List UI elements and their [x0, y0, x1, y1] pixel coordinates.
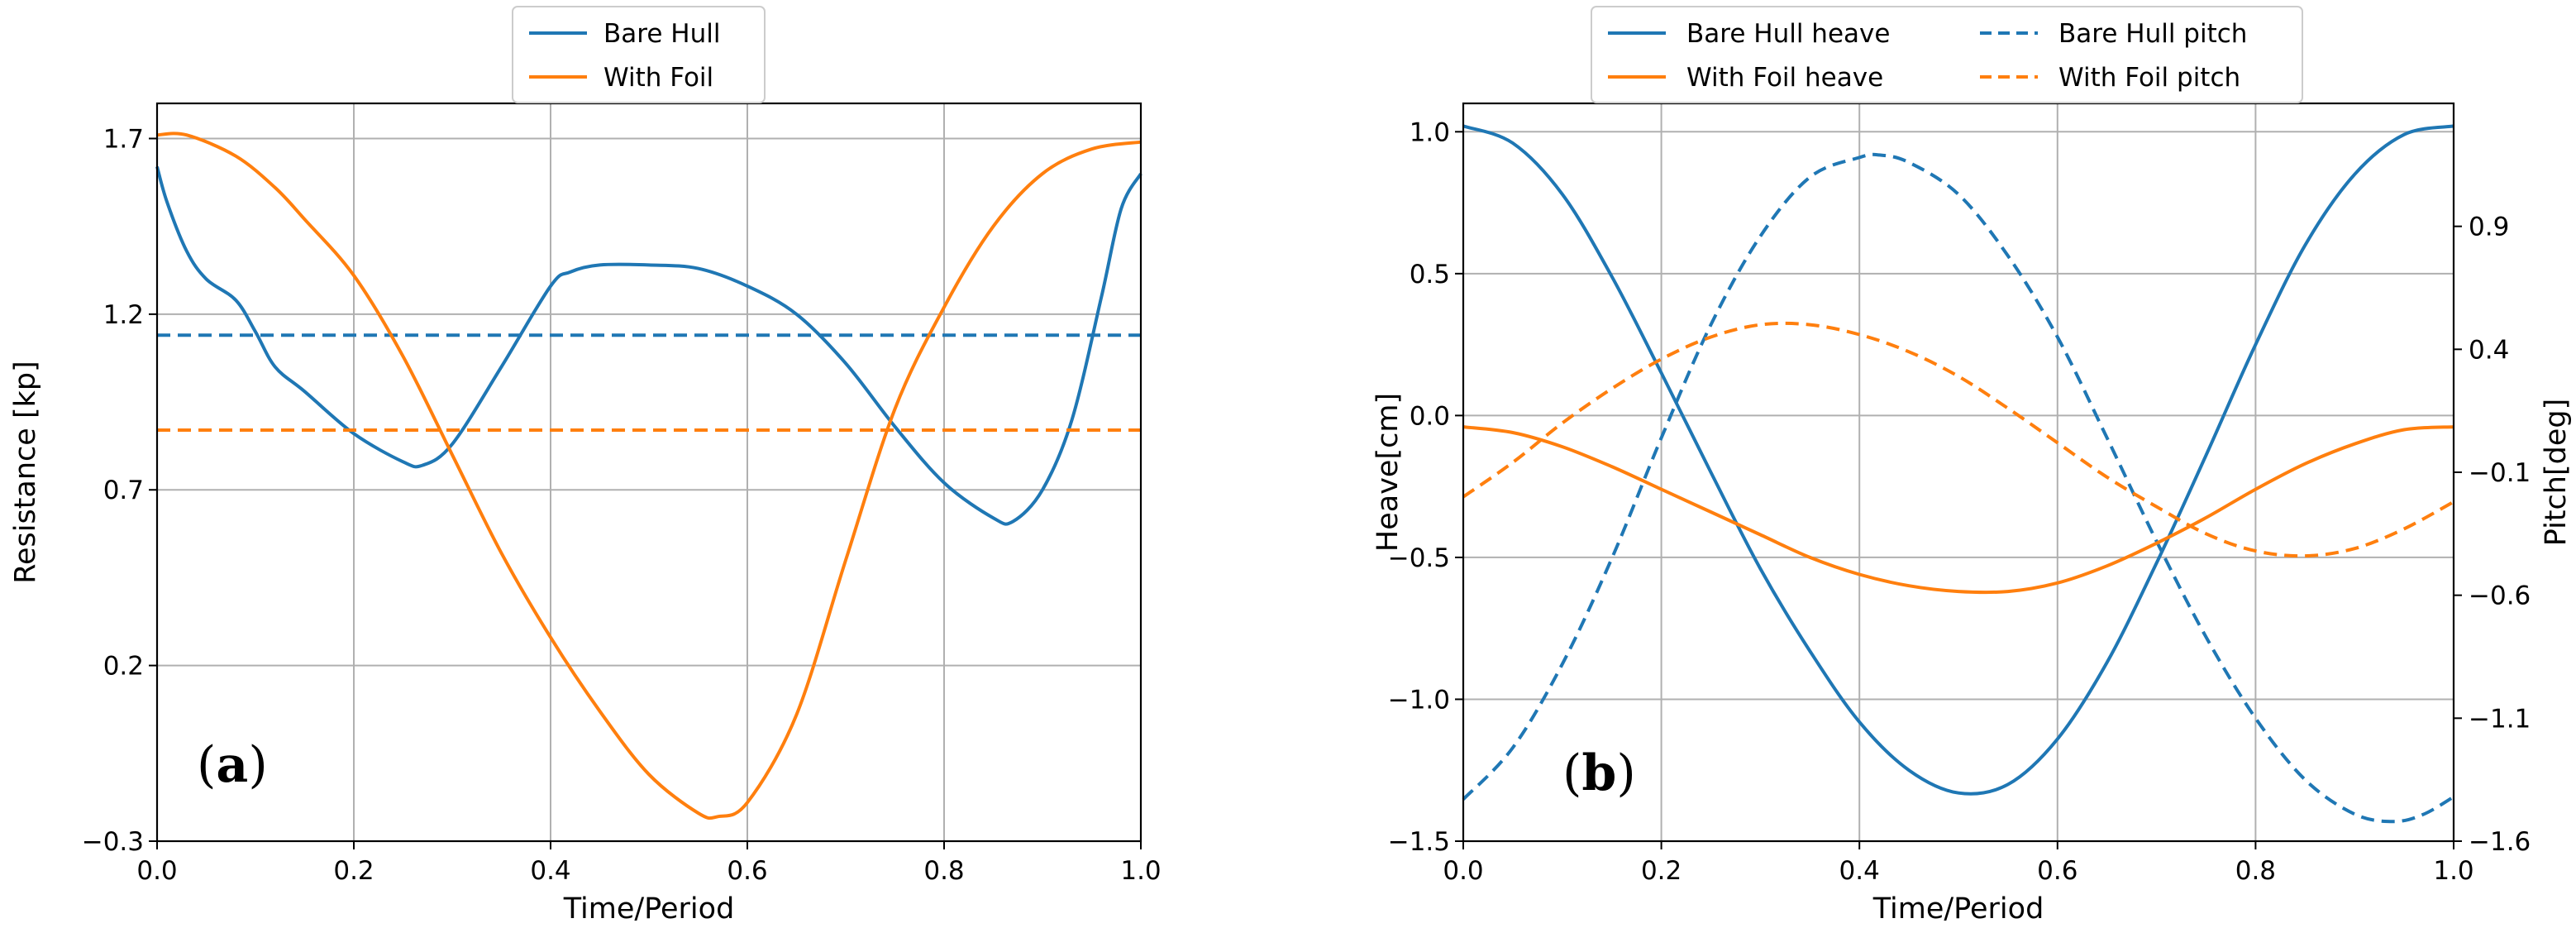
panel-b-y2-tick-label: 0.4: [2469, 335, 2509, 365]
panel-b-x-tick-label: 0.8: [2235, 856, 2276, 886]
panel-b-right-axis-label: Pitch[deg]: [2540, 399, 2573, 547]
panel-b-left-axis-label: Heave[cm]: [1371, 393, 1405, 552]
panel-a-x-tick-label: 0.6: [727, 856, 767, 886]
panel-b-grid: [1462, 103, 2454, 842]
panel-a-series: [155, 132, 1143, 820]
panel-b-y-tick-label: −0.5: [1388, 543, 1450, 573]
panel-b-y2-tick-label: −1.6: [2469, 827, 2531, 857]
panel-a-y-axis-label: Resistance [kp]: [9, 361, 42, 584]
panel-b-y-tick-label: 0.5: [1410, 260, 1450, 289]
panel-b-x-tick-label: 0.6: [2037, 856, 2077, 886]
panel-a-y-tick-label: 0.2: [103, 652, 144, 682]
panel-b-series: [1462, 124, 2455, 824]
legend-label-with-foil: With Foil: [603, 63, 713, 93]
panel-b-y-tick-label: 1.0: [1410, 117, 1450, 147]
panel-a-grid: [156, 103, 1142, 842]
series-line-bare-hull-heave: [1462, 124, 2454, 796]
series-line-bare-hull-pitch: [1462, 152, 2455, 824]
panel-a-x-tick-label: 0.0: [136, 856, 177, 886]
panel-b-label: (b): [1562, 744, 1636, 802]
panel-a-legend: Bare Hull With Foil: [512, 6, 766, 103]
panel-b-y2-tick-label: −0.1: [2469, 458, 2531, 488]
panel-a-x-tick-label: 0.4: [530, 856, 570, 886]
panel-a-x-tick-label: 0.8: [923, 856, 964, 886]
panel-a: 0.0 0.2 0.4 0.6 0.8 1.0 −0.3 0.2 0.7 1.2 1.7 Time/…: [9, 6, 1162, 926]
legend-label-bare-hull-pitch: Bare Hull pitch: [2058, 19, 2247, 49]
panel-a-y-tick-label: 0.7: [103, 476, 144, 505]
panel-a-y-tick-label: −0.3: [82, 827, 144, 857]
panel-b-ticks: 0.0 0.2 0.4 0.6 0.8 1.0−1.5−1.0−0.50.00.51.0−…: [1388, 117, 2531, 886]
panel-a-y-tick-label: 1.2: [103, 300, 144, 330]
panel-a-x-tick-label: 0.2: [333, 856, 374, 886]
legend-label-with-foil-heave: With Foil heave: [1686, 63, 1883, 93]
legend-label-bare-hull: Bare Hull: [603, 19, 720, 49]
panel-b-y-tick-label: −1.5: [1388, 827, 1450, 857]
panel-b-x-tick-label: 1.0: [2433, 856, 2473, 886]
panel-b-y2-tick-label: −0.6: [2469, 581, 2531, 611]
series-line-with-foil-heave: [1462, 425, 2454, 595]
panel-a-y-tick-label: 1.7: [103, 124, 144, 154]
panel-b-y-tick-label: 0.0: [1410, 401, 1450, 431]
panel-a-label: (a): [197, 736, 268, 794]
panel-b-x-tick-label: 0.2: [1641, 856, 1682, 886]
panel-b-x-tick-label: 0.0: [1443, 856, 1483, 886]
panel-b-y2-tick-label: 0.9: [2469, 213, 2509, 242]
panel-a-x-axis-label: Time/Period: [563, 892, 735, 926]
panel-b-y2-tick-label: −1.1: [2469, 704, 2531, 734]
series-line-with-foil: [156, 132, 1142, 820]
panel-a-ticks: 0.0 0.2 0.4 0.6 0.8 1.0 −0.3 0.2 0.7 1.2 1.7: [82, 124, 1162, 886]
panel-b-x-axis-label: Time/Period: [1872, 892, 2044, 926]
legend-label-with-foil-pitch: With Foil pitch: [2058, 63, 2240, 93]
panel-b-plot-frame: [1462, 102, 2455, 843]
panel-b-x-tick-label: 0.4: [1839, 856, 1880, 886]
panel-b-legend: Bare Hull heave Bare Hull pitch With Foi…: [1591, 6, 2303, 103]
legend-label-bare-hull-heave: Bare Hull heave: [1686, 19, 1890, 49]
panel-b-y-tick-label: −1.0: [1388, 685, 1450, 715]
panel-a-plot-frame: [155, 102, 1143, 843]
panel-b-legend-box: [1591, 6, 2303, 103]
series-line-bare-hull: [155, 165, 1143, 526]
panel-b: 0.0 0.2 0.4 0.6 0.8 1.0−1.5−1.0−0.50.00.51.0−…: [1371, 6, 2573, 926]
series-line-with-foil-pitch: [1462, 321, 2454, 558]
panel-a-x-tick-label: 1.0: [1120, 856, 1161, 886]
